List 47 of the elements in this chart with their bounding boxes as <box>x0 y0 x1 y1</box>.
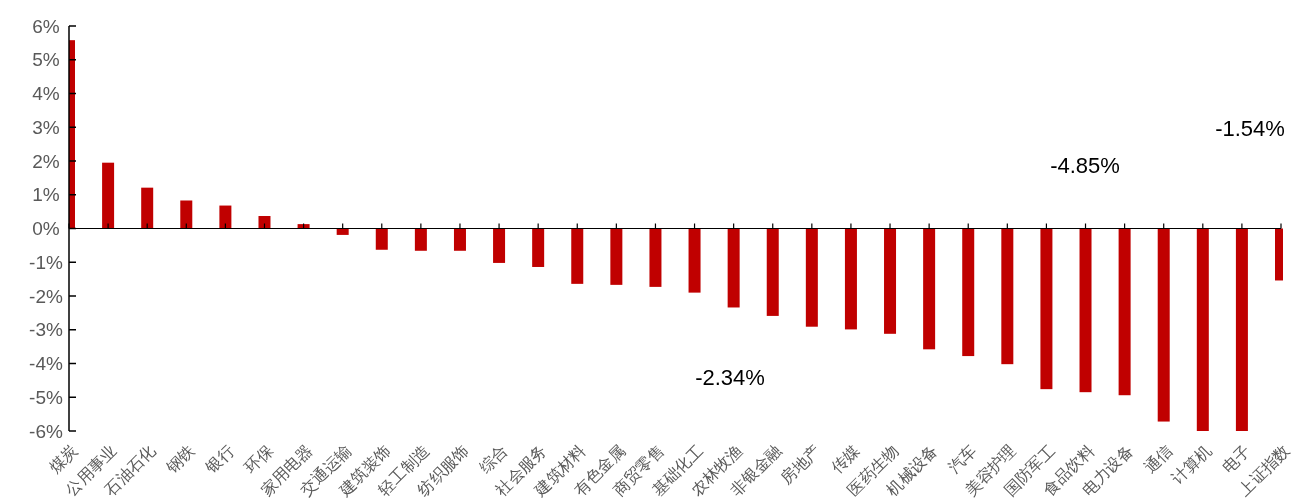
bar <box>844 228 857 330</box>
y-tick-label: -1% <box>29 251 63 273</box>
y-tick-label: 6% <box>32 15 60 37</box>
bar <box>962 228 975 357</box>
y-tick-label: 0% <box>32 218 60 239</box>
bar <box>219 205 232 229</box>
bar <box>923 228 936 350</box>
bar <box>336 228 349 235</box>
y-tick-label: -2% <box>29 285 63 307</box>
bar <box>688 228 701 293</box>
y-tick-label: 4% <box>32 83 60 104</box>
bar <box>141 187 154 229</box>
bar <box>766 228 779 316</box>
y-tick-label: -3% <box>29 319 63 341</box>
y-tick-label: 5% <box>32 49 60 71</box>
bar <box>1079 228 1092 393</box>
bar <box>1040 228 1053 390</box>
y-tick-label: -6% <box>29 420 63 442</box>
bar <box>414 228 427 251</box>
bar <box>1235 228 1248 431</box>
annotation: -2.34% <box>695 364 765 390</box>
annotation: -4.85% <box>1050 152 1120 178</box>
bar <box>727 228 740 308</box>
bar <box>610 228 623 285</box>
bar <box>102 162 115 229</box>
y-tick-label: 1% <box>32 184 60 206</box>
bar <box>1196 228 1209 431</box>
bar <box>375 228 388 250</box>
bar <box>884 228 897 334</box>
bar <box>453 228 466 251</box>
y-tick-label: 2% <box>32 150 60 172</box>
annotation: -1.54% <box>1215 115 1285 141</box>
y-tick-label: -4% <box>29 353 63 374</box>
bar <box>1118 228 1131 396</box>
x-tick-label: 钢铁 <box>161 440 199 478</box>
y-tick-label: -5% <box>29 386 63 408</box>
bar <box>805 228 818 327</box>
bar <box>571 228 584 284</box>
x-tick-label: 银行 <box>200 440 238 478</box>
bar <box>180 200 193 229</box>
bar <box>649 228 662 287</box>
bar <box>1001 228 1014 365</box>
bar <box>532 228 545 267</box>
bar <box>258 216 271 229</box>
bar <box>493 228 506 263</box>
bar <box>1157 228 1170 422</box>
y-tick-label: 3% <box>32 116 60 138</box>
